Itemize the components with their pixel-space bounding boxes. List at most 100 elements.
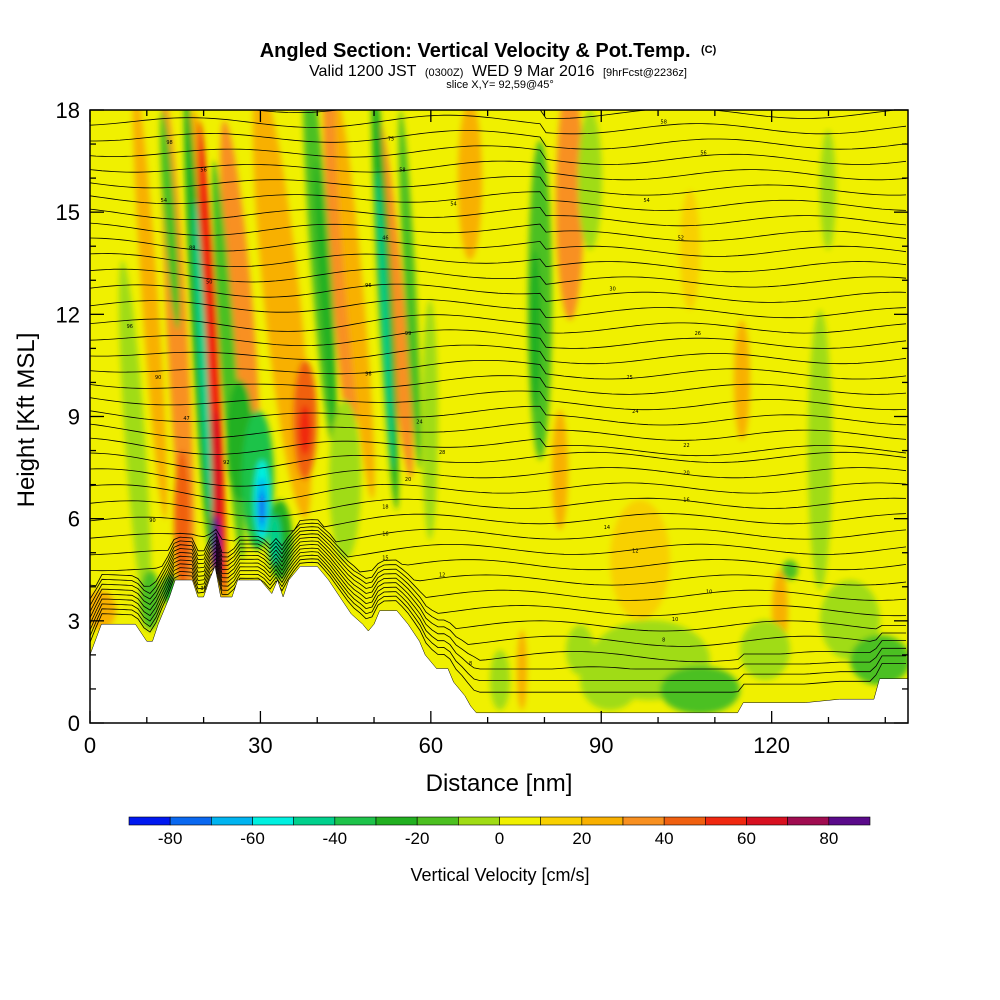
colorbar-swatch xyxy=(128,816,171,826)
theta-label: 98 xyxy=(166,140,172,146)
colorbar-tick-label: -20 xyxy=(405,829,430,848)
colorbar-tick-label: 80 xyxy=(819,829,838,848)
y-tick-label: 12 xyxy=(56,302,80,327)
theta-contour xyxy=(90,421,907,441)
theta-label: 88 xyxy=(189,246,195,252)
colorbar-tick-label: -40 xyxy=(323,829,348,848)
theta-contour xyxy=(90,554,906,670)
theta-contour xyxy=(90,540,907,617)
title-unit: (C) xyxy=(701,44,717,56)
theta-label: 8 xyxy=(662,637,665,643)
y-tick-label: 15 xyxy=(56,200,80,225)
theta-contour xyxy=(90,522,907,547)
theta-contour xyxy=(90,513,907,532)
theta-contour xyxy=(90,390,907,411)
x-tick-label: 90 xyxy=(589,733,613,758)
theta-contour xyxy=(90,405,907,426)
colorbar-swatch xyxy=(540,816,583,826)
theta-label: 15 xyxy=(382,556,388,562)
theta-label: 90 xyxy=(149,518,155,524)
theta-label: 14 xyxy=(604,525,610,531)
theta-contour xyxy=(90,268,907,288)
chart-title: Angled Section: Vertical Velocity & Pot.… xyxy=(260,40,717,62)
valid-prefix: Valid 1200 JST xyxy=(309,63,417,80)
theta-label: 12 xyxy=(439,573,445,579)
colorbar-tick-label: 60 xyxy=(737,829,756,848)
theta-label: 30 xyxy=(609,286,615,292)
theta-contour xyxy=(90,344,907,365)
theta-contour xyxy=(90,130,907,150)
colorbar-swatch xyxy=(334,816,377,826)
theta-contour xyxy=(90,558,906,681)
theta-contour xyxy=(90,206,907,227)
theta-label: 54 xyxy=(644,198,650,204)
valid-time-line: Valid 1200 JST (0300Z) WED 9 Mar 2016 [9… xyxy=(309,63,687,80)
theta-contour xyxy=(90,536,907,601)
theta-label: 96 xyxy=(365,283,371,289)
theta-contour xyxy=(252,110,902,119)
y-tick-label: 3 xyxy=(68,609,80,634)
theta-label: 24 xyxy=(416,419,422,425)
theta-contour xyxy=(90,222,907,242)
theta-label: 20 xyxy=(405,477,411,483)
theta-label: 90 xyxy=(155,375,161,381)
theta-contour xyxy=(90,533,907,587)
y-tick-label: 0 xyxy=(68,711,80,736)
theta-contour xyxy=(90,551,906,663)
theta-contour xyxy=(90,191,907,211)
theta-label: 12 xyxy=(632,549,638,555)
theta-label: 46 xyxy=(382,235,388,241)
theta-contour xyxy=(90,526,907,558)
colorbar-swatch xyxy=(169,816,212,826)
colorbar-swatch xyxy=(622,816,665,826)
theta-label: 20 xyxy=(683,470,689,476)
theta-label: 28 xyxy=(439,450,445,456)
y-tick-label: 6 xyxy=(68,507,80,532)
colorbar-swatch xyxy=(375,816,418,826)
colorbar-tick-label: -80 xyxy=(158,829,183,848)
theta-label: 96 xyxy=(127,324,133,330)
velocity-field xyxy=(90,110,908,714)
colorbar-swatch xyxy=(746,816,788,826)
theta-contour xyxy=(90,160,907,181)
valid-utc: (0300Z) xyxy=(425,67,464,79)
theta-label: 56 xyxy=(700,150,706,156)
y-tick-label: 18 xyxy=(56,98,80,123)
plot-area: 9856548850969047929036755854469699962428… xyxy=(90,110,908,723)
theta-contour xyxy=(90,253,907,273)
x-axis: 0 30 60 90 120 xyxy=(84,110,886,758)
theta-label: 8 xyxy=(469,661,472,667)
colorbar: -80 -60 -40 -20 0 20 40 60 80 xyxy=(128,816,871,848)
theta-label: 10 xyxy=(706,590,712,596)
theta-label: 96 xyxy=(365,372,371,378)
theta-contour xyxy=(90,360,907,380)
theta-label: 25 xyxy=(626,375,632,381)
colorbar-swatch xyxy=(252,816,294,826)
theta-label: 24 xyxy=(632,409,638,415)
colorbar-swatch xyxy=(705,816,747,826)
theta-contour xyxy=(90,329,907,349)
theta-contour xyxy=(90,451,907,471)
colorbar-swatch xyxy=(828,816,871,826)
colorbar-tick-label: 20 xyxy=(572,829,591,848)
theta-label: 75 xyxy=(388,137,394,143)
x-tick-label: 60 xyxy=(419,733,443,758)
theta-label: 47 xyxy=(183,416,189,422)
theta-contour xyxy=(90,561,906,693)
slice-info: slice X,Y= 92,59@45° xyxy=(446,79,554,91)
theta-label: 26 xyxy=(695,331,701,337)
colorbar-swatch xyxy=(211,816,253,826)
colorbar-swatch xyxy=(293,816,336,826)
colorbar-tick-label: 0 xyxy=(495,829,504,848)
valid-date: WED 9 Mar 2016 xyxy=(472,63,595,80)
theta-label: 22 xyxy=(683,443,689,449)
colorbar-title: Vertical Velocity [cm/s] xyxy=(410,865,589,885)
theta-contour xyxy=(90,529,907,573)
theta-contour xyxy=(90,114,907,135)
theta-label: 16 xyxy=(382,532,388,538)
theta-contour xyxy=(90,547,906,647)
theta-label: 52 xyxy=(678,235,684,241)
forecast-tag: [9hrFcst@2236z] xyxy=(603,67,687,79)
theta-label: 54 xyxy=(161,198,167,204)
